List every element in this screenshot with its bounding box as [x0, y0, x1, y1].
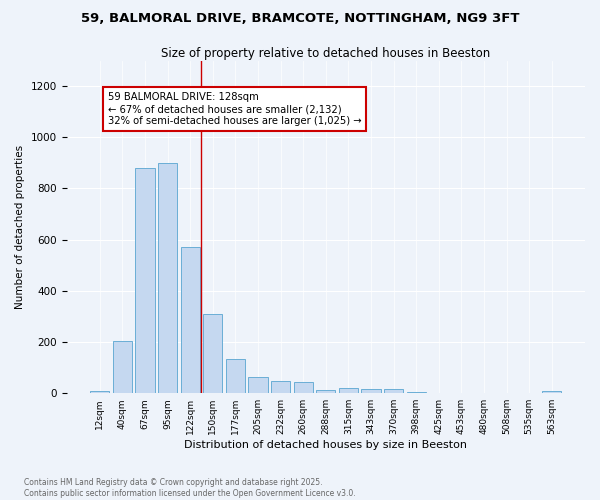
Bar — [384, 390, 403, 393]
Bar — [136, 168, 155, 393]
Title: Size of property relative to detached houses in Beeston: Size of property relative to detached ho… — [161, 48, 490, 60]
Bar — [429, 392, 448, 393]
Bar — [203, 314, 223, 393]
Bar — [452, 392, 471, 393]
Text: Contains HM Land Registry data © Crown copyright and database right 2025.
Contai: Contains HM Land Registry data © Crown c… — [24, 478, 356, 498]
Text: 59 BALMORAL DRIVE: 128sqm
← 67% of detached houses are smaller (2,132)
32% of se: 59 BALMORAL DRIVE: 128sqm ← 67% of detac… — [107, 92, 361, 126]
Bar — [158, 163, 177, 393]
Bar — [339, 388, 358, 393]
Bar — [181, 248, 200, 393]
Bar — [407, 392, 426, 393]
Bar — [542, 390, 562, 393]
Bar — [361, 390, 380, 393]
Bar — [90, 390, 109, 393]
Y-axis label: Number of detached properties: Number of detached properties — [15, 145, 25, 309]
Bar — [293, 382, 313, 393]
Bar — [113, 340, 132, 393]
X-axis label: Distribution of detached houses by size in Beeston: Distribution of detached houses by size … — [184, 440, 467, 450]
Bar — [226, 358, 245, 393]
Bar — [271, 381, 290, 393]
Bar — [316, 390, 335, 393]
Bar — [248, 378, 268, 393]
Text: 59, BALMORAL DRIVE, BRAMCOTE, NOTTINGHAM, NG9 3FT: 59, BALMORAL DRIVE, BRAMCOTE, NOTTINGHAM… — [81, 12, 519, 26]
